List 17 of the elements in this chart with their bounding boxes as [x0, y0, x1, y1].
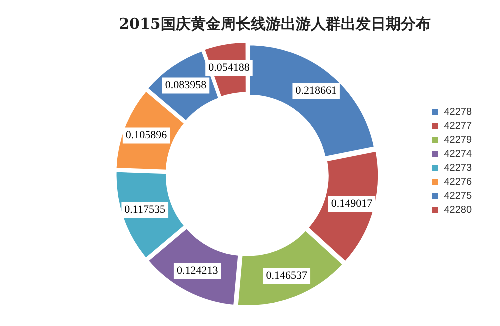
chart-title: 2015国庆黄金周长线游出游人群出发日期分布 — [119, 14, 431, 33]
data-label: 0.146537 — [266, 270, 308, 282]
legend-label: 42279 — [444, 134, 472, 146]
data-label: 0.149017 — [331, 198, 374, 210]
legend-label: 42275 — [444, 190, 472, 202]
data-label: 0.117535 — [124, 204, 166, 216]
data-label: 0.105896 — [126, 130, 168, 142]
legend-label: 42280 — [444, 204, 472, 216]
data-label: 0.218661 — [296, 85, 337, 98]
legend-label: 42276 — [444, 176, 472, 188]
legend-label: 42273 — [444, 162, 472, 174]
legend-label: 42274 — [444, 148, 472, 160]
data-label: 0.124213 — [176, 265, 219, 278]
data-label: 0.054188 — [208, 62, 250, 74]
legend-label: 42278 — [444, 106, 472, 118]
data-label: 0.083958 — [165, 80, 208, 92]
legend-label: 42277 — [444, 120, 472, 132]
